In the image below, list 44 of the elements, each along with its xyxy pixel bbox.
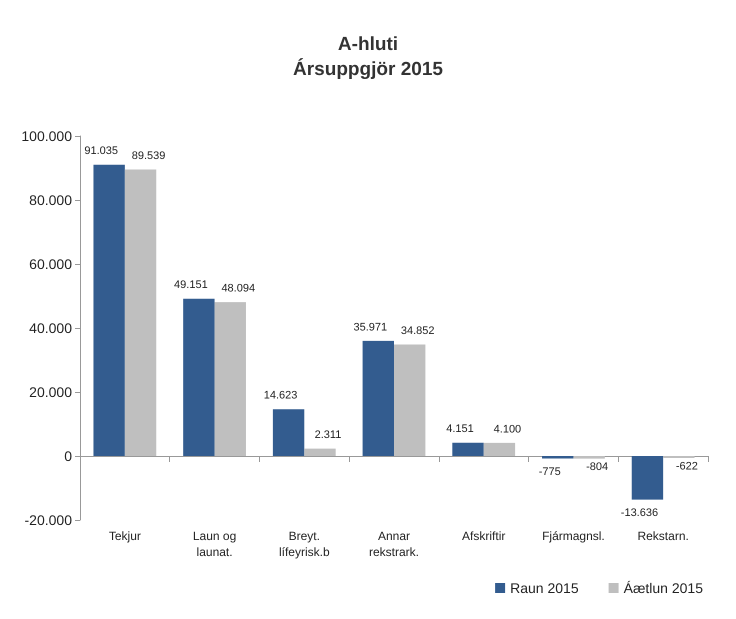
- x-tick-label: Annar rekstrark.: [368, 529, 420, 559]
- bar: [124, 169, 156, 456]
- data-label: 14.623: [264, 390, 298, 402]
- bar: [304, 448, 336, 456]
- data-label: 4.151: [446, 423, 474, 436]
- y-tick-label: 20.000: [29, 384, 72, 400]
- x-tick-label: Tekjur: [108, 529, 141, 543]
- data-label: 89.539: [132, 150, 166, 162]
- bar: [93, 164, 125, 456]
- y-tick-label: 40.000: [29, 320, 72, 336]
- bar: [272, 409, 304, 456]
- bar: [573, 456, 605, 459]
- bar: [484, 442, 516, 456]
- x-tick-label: Laun og launat.: [192, 529, 236, 559]
- data-label: 34.852: [400, 324, 435, 337]
- data-label: -804: [586, 461, 608, 474]
- chart-subtitle: Ársuppgjör 2015: [293, 58, 444, 80]
- y-tick-label: 60.000: [29, 256, 72, 272]
- x-tick-label: Fjármagnsl.: [542, 529, 605, 543]
- bar: [214, 302, 246, 456]
- bar: [362, 340, 394, 456]
- data-label: 4.100: [494, 423, 522, 436]
- data-label: 91.035: [84, 145, 118, 158]
- y-tick-label: -20.000: [24, 512, 72, 528]
- data-label: 2.311: [314, 429, 342, 442]
- data-label: -622: [676, 460, 698, 472]
- bar: [452, 442, 484, 456]
- legend-label: Áætlun 2015: [624, 580, 704, 596]
- data-label: 49.151: [174, 279, 208, 292]
- data-label: -13.636: [620, 507, 658, 520]
- y-tick-label: 0: [64, 448, 72, 464]
- data-label: 35.971: [353, 321, 388, 334]
- chart-title: A-hluti: [338, 34, 398, 55]
- x-tick-label: Afskriftir: [462, 529, 506, 543]
- x-tick-label: Breyt. lífeyrisk.b: [278, 529, 330, 559]
- data-label: 48.094: [221, 282, 256, 295]
- y-tick-label: 100.000: [21, 128, 72, 144]
- bar: [183, 298, 215, 456]
- bar: [394, 344, 426, 456]
- bar: [632, 456, 664, 500]
- x-tick-label: Rekstarn.: [637, 529, 689, 543]
- data-label: -775: [538, 466, 561, 478]
- y-tick-label: 80.000: [29, 192, 72, 208]
- legend-label: Raun 2015: [510, 580, 579, 596]
